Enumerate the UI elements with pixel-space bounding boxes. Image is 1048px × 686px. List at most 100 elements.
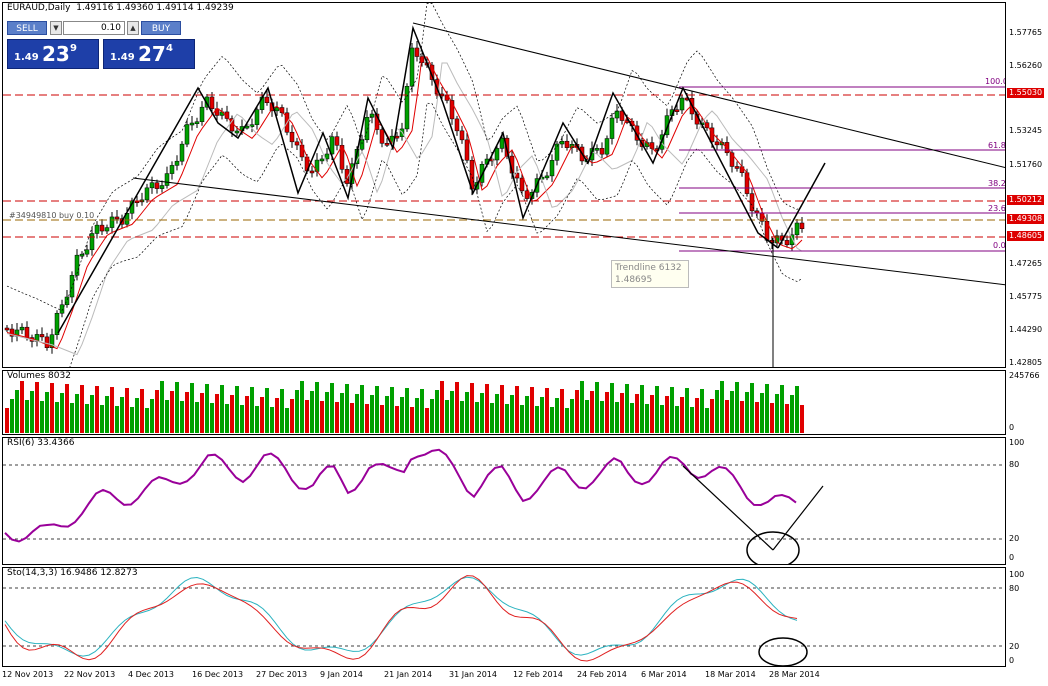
volume-bar bbox=[700, 389, 704, 433]
candle-body bbox=[784, 240, 790, 246]
candle-body bbox=[494, 148, 500, 161]
volume-bar bbox=[415, 398, 419, 433]
volume-bar bbox=[20, 381, 24, 433]
buy-price-box[interactable]: 1.49 27 4 bbox=[103, 39, 195, 69]
volume-bar bbox=[680, 397, 684, 433]
volume-bar bbox=[400, 397, 404, 433]
volume-bar bbox=[730, 391, 734, 433]
volume-bar bbox=[420, 389, 424, 433]
candle-body bbox=[549, 160, 555, 177]
price-scale[interactable]: 1.57765 1.56260 1.55030 1.53245 1.51760 … bbox=[1007, 0, 1048, 368]
volume-bar bbox=[630, 403, 634, 433]
volume-bar bbox=[355, 394, 359, 433]
sell-price-prefix: 1.49 bbox=[14, 52, 39, 63]
volume-bar bbox=[590, 391, 594, 433]
x-axis-label: 27 Dec 2013 bbox=[256, 670, 308, 679]
sell-button[interactable]: SELL bbox=[7, 21, 47, 35]
volume-bar bbox=[155, 390, 159, 433]
volume-bar bbox=[395, 406, 399, 433]
volume-bar bbox=[250, 387, 254, 433]
volume-bar bbox=[535, 406, 539, 433]
volume-bar bbox=[780, 385, 784, 433]
x-axis-label: 31 Jan 2014 bbox=[449, 670, 497, 679]
volume-bar bbox=[365, 404, 369, 433]
volume-bar bbox=[105, 396, 109, 433]
candle-body bbox=[599, 148, 605, 155]
x-axis-label: 12 Feb 2014 bbox=[513, 670, 563, 679]
candle-body bbox=[174, 160, 180, 166]
fib-100-label: 100.0 bbox=[985, 77, 1006, 86]
price-tick: 1.42805 bbox=[1009, 358, 1043, 367]
volume-bar bbox=[85, 404, 89, 433]
volume-bar bbox=[320, 401, 324, 433]
volume-bar bbox=[685, 388, 689, 433]
candle-body bbox=[59, 304, 65, 314]
candle-body bbox=[794, 222, 800, 236]
volume-bar bbox=[695, 398, 699, 433]
buy-button[interactable]: BUY bbox=[141, 21, 181, 35]
lot-increase-button[interactable]: ▲ bbox=[127, 21, 139, 35]
candle-body bbox=[564, 140, 570, 148]
rsi-tick-0: 0 bbox=[1009, 553, 1015, 562]
volume-bar bbox=[90, 395, 94, 433]
buy-price-pips: 27 bbox=[138, 42, 166, 66]
price-tick: 1.56260 bbox=[1009, 61, 1043, 70]
x-axis-label: 4 Dec 2013 bbox=[128, 670, 175, 679]
price-pane[interactable]: EURAUD,Daily 1.49116 1.49360 1.49114 1.4… bbox=[2, 2, 1006, 368]
volume-bar bbox=[785, 404, 789, 433]
volume-bar bbox=[10, 399, 14, 433]
candle-body bbox=[194, 121, 200, 124]
volume-bar bbox=[410, 407, 414, 433]
candle-body bbox=[664, 115, 670, 136]
lot-decrease-button[interactable]: ▼ bbox=[50, 21, 62, 35]
candle-body bbox=[589, 148, 595, 161]
rsi-scale: 100 80 20 0 bbox=[1007, 437, 1048, 565]
volume-bar bbox=[65, 384, 69, 433]
price-tick: 1.44290 bbox=[1009, 325, 1043, 334]
sto-tick-100: 100 bbox=[1009, 570, 1025, 579]
volume-bar bbox=[775, 394, 779, 433]
candle-body bbox=[79, 253, 85, 257]
candle-body bbox=[89, 233, 95, 251]
volume-bar bbox=[720, 381, 724, 433]
volume-bar bbox=[455, 382, 459, 433]
candle-body bbox=[674, 109, 680, 112]
volume-pane[interactable]: Volumes 8032 bbox=[2, 370, 1006, 435]
volume-bar bbox=[235, 386, 239, 433]
candle-body bbox=[94, 224, 100, 234]
volume-bar bbox=[25, 400, 29, 433]
volume-bar bbox=[770, 403, 774, 433]
stochastic-pane[interactable]: Sto(14,3,3) 16.9486 12.8273 bbox=[2, 567, 1006, 667]
volume-bar bbox=[380, 405, 384, 433]
volume-bar bbox=[180, 401, 184, 433]
order-label[interactable]: #34949810 buy 0.10 bbox=[9, 211, 95, 220]
volume-bar bbox=[565, 408, 569, 433]
volume-bar bbox=[5, 408, 9, 433]
volume-bar bbox=[435, 390, 439, 433]
volume-bar bbox=[240, 405, 244, 433]
lot-size-input[interactable]: 0.10 bbox=[63, 21, 125, 35]
volume-bar bbox=[80, 385, 84, 433]
sell-price-box[interactable]: 1.49 23 9 bbox=[7, 39, 99, 69]
candle-body bbox=[189, 122, 195, 126]
volume-bar bbox=[60, 393, 64, 433]
volume-bar bbox=[620, 393, 624, 433]
candle-body bbox=[109, 216, 115, 228]
candle-body bbox=[9, 328, 15, 337]
rsi-pane[interactable]: RSI(6) 33.4366 bbox=[2, 437, 1006, 565]
candle-body bbox=[554, 143, 560, 161]
volume-bar bbox=[75, 394, 79, 433]
volume-bar bbox=[615, 402, 619, 433]
price-tick: 1.53245 bbox=[1009, 126, 1043, 135]
volume-bar bbox=[215, 394, 219, 433]
candle-body bbox=[184, 124, 190, 145]
volume-bar bbox=[480, 393, 484, 433]
volume-bar bbox=[140, 389, 144, 433]
volume-bar bbox=[340, 393, 344, 433]
candle-body bbox=[294, 141, 300, 146]
volume-bar bbox=[45, 392, 49, 433]
rsi-highlight-circle bbox=[746, 531, 800, 564]
trendline-tooltip: Trendline 6132 1.48695 bbox=[611, 260, 689, 288]
volume-bar bbox=[425, 408, 429, 433]
volume-bar bbox=[170, 391, 174, 433]
